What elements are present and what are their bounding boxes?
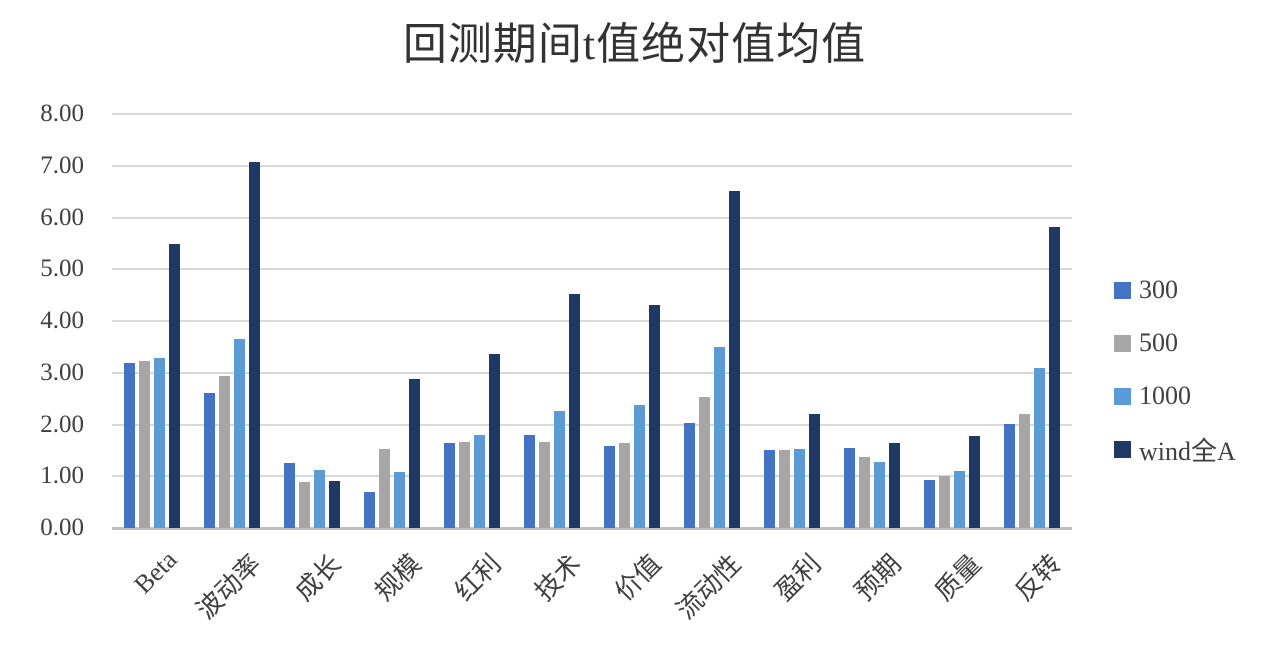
bar (809, 413, 820, 528)
bar (489, 354, 500, 528)
bar (1004, 423, 1015, 528)
bar (314, 469, 325, 528)
bar (204, 393, 215, 528)
gridline (112, 475, 1072, 478)
bar (649, 305, 660, 528)
bar (329, 481, 340, 528)
chart-title: 回测期间t值绝对值均值 (402, 20, 867, 69)
bar (684, 423, 695, 528)
bar (459, 441, 470, 528)
bar (874, 461, 885, 528)
legend-swatch-icon (1114, 281, 1131, 299)
gridline (112, 164, 1072, 167)
bar (779, 450, 790, 528)
bar (154, 358, 165, 528)
gridline (112, 423, 1072, 426)
legend-label: 1000 (1139, 381, 1191, 410)
y-tick-label: 8.00 (40, 100, 84, 127)
bar (1049, 227, 1060, 528)
bar (299, 481, 310, 528)
bar (124, 362, 135, 528)
bar (444, 443, 455, 528)
y-tick-label: 4.00 (40, 307, 84, 334)
bar (939, 475, 950, 528)
bar (714, 347, 725, 528)
bar (604, 445, 615, 528)
legend-swatch-icon (1114, 334, 1131, 352)
bar (954, 470, 965, 528)
bar (844, 447, 855, 528)
gridline (112, 113, 1072, 115)
bar (729, 190, 740, 528)
y-tick-label: 0.00 (40, 514, 84, 541)
y-tick-label: 1.00 (40, 462, 84, 490)
bar (569, 294, 580, 528)
legend-item: wind全A (1114, 435, 1236, 466)
y-tick-label: 7.00 (40, 151, 84, 179)
legend-item: 500 (1114, 328, 1236, 357)
bar (554, 411, 565, 528)
bar (699, 397, 710, 528)
bar (524, 434, 535, 528)
bar (234, 338, 245, 528)
gridline (112, 371, 1072, 374)
bar (1019, 414, 1030, 528)
y-tick-label: 3.00 (40, 358, 84, 386)
bar (889, 443, 900, 528)
bar (409, 378, 420, 528)
y-tick-label: 2.00 (40, 410, 84, 438)
bar (969, 435, 980, 528)
bar (219, 376, 230, 528)
y-tick-label: 6.00 (40, 203, 84, 231)
legend-label: 300 (1139, 275, 1178, 304)
bar (794, 448, 805, 528)
bar (924, 479, 935, 528)
gridline (112, 320, 1072, 322)
legend-label: 500 (1139, 328, 1178, 357)
legend-item: 1000 (1114, 381, 1236, 410)
bar (169, 244, 180, 528)
bar (1034, 368, 1045, 528)
bar (859, 457, 870, 528)
legend-item: 300 (1114, 275, 1236, 304)
legend-swatch-icon (1114, 440, 1131, 458)
bar (139, 361, 150, 528)
legend-label: wind全A (1139, 436, 1236, 466)
y-tick-label: 5.00 (40, 255, 84, 283)
bar (474, 434, 485, 528)
bar (539, 441, 550, 528)
bar (394, 471, 405, 528)
legend-swatch-icon (1114, 387, 1131, 405)
bar (284, 462, 295, 528)
gridline (112, 216, 1072, 219)
bar (364, 491, 375, 528)
bar (249, 161, 260, 528)
bar (634, 405, 645, 528)
bar (379, 449, 390, 528)
bar (619, 443, 630, 528)
x-axis-line (112, 527, 1072, 530)
bar (764, 449, 775, 528)
gridline (112, 268, 1072, 271)
legend: 300 500 1000 wind全A (1114, 275, 1236, 488)
